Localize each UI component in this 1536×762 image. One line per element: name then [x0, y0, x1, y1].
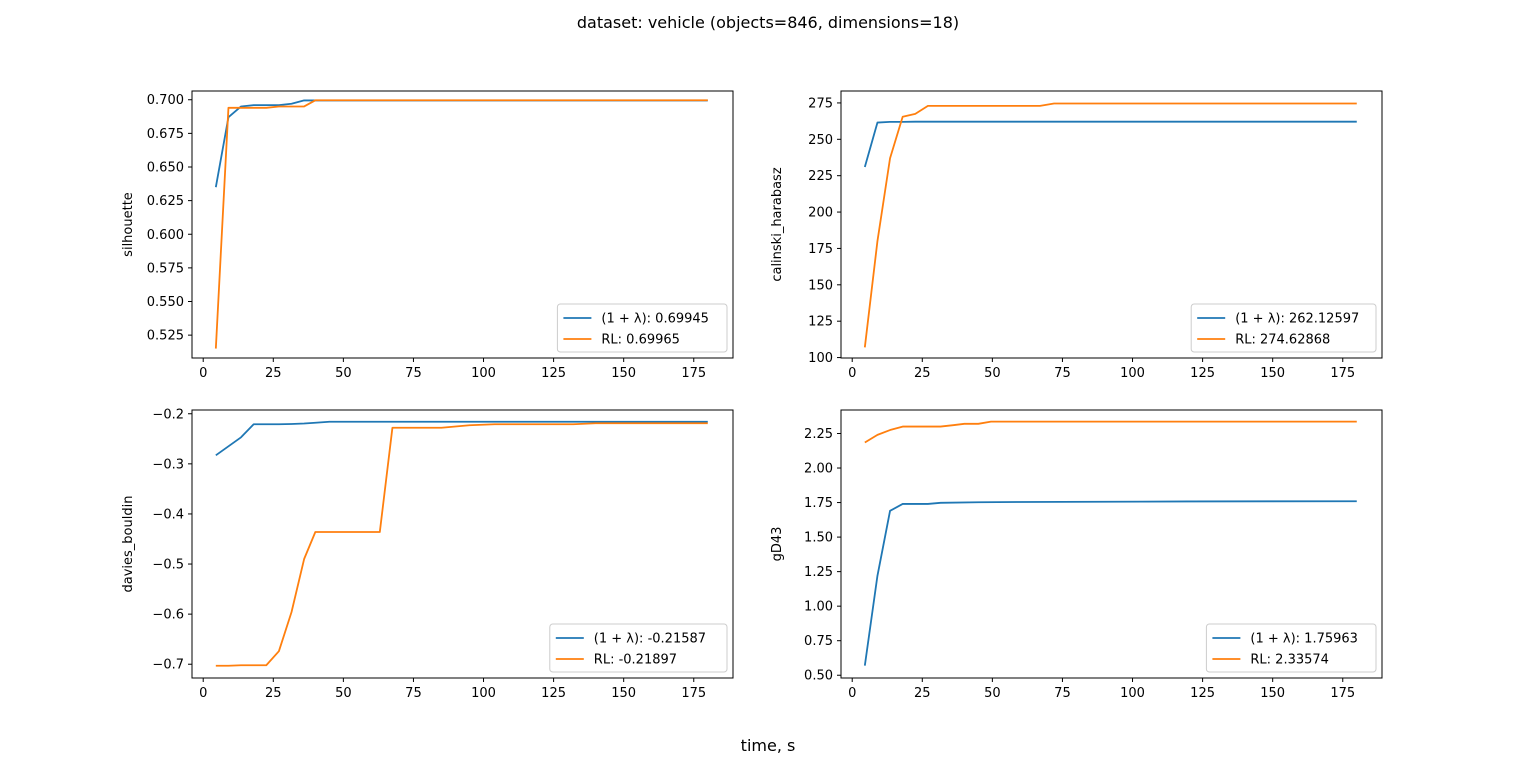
y-tick-label: 0.50 [804, 669, 833, 684]
legend-box [1190, 303, 1377, 353]
y-tick-label: 2.25 [804, 427, 833, 442]
axes-frame [840, 90, 1383, 359]
y-axis-label: davies_bouldin [121, 496, 136, 593]
legend-label: (1 + λ): -0.21587 [594, 632, 706, 647]
x-tick-label: 150 [1260, 686, 1285, 701]
y-tick-label: −0.3 [152, 457, 184, 472]
figure-title: dataset: vehicle (objects=846, dimension… [577, 13, 959, 32]
series-line-rl [215, 422, 708, 667]
y-tick-label: 0.625 [147, 194, 184, 209]
y-tick-label: 1.25 [804, 565, 833, 580]
x-tick-label: 0 [848, 686, 856, 701]
series-line-rl [214, 99, 708, 349]
y-tick-label: 0.575 [147, 261, 184, 276]
x-tick-label: 150 [1260, 366, 1285, 381]
y-tick-label: 225 [808, 169, 833, 184]
y-tick-label: 2.00 [804, 462, 833, 477]
figure-x-label: time, s [741, 736, 796, 755]
y-tick-label: 275 [808, 96, 833, 111]
x-tick-label: 175 [681, 366, 706, 381]
subplot-gd43: 0 25 50 75 100 125 150 175 0.50 0.75 1.00 1.25 1.50 1… [770, 409, 1383, 701]
x-tick-label: 50 [984, 686, 1001, 701]
series-line-rl [863, 102, 1357, 348]
x-tick-label: 50 [984, 366, 1001, 381]
axes-frame [191, 90, 734, 359]
x-tick-label: 25 [914, 686, 931, 701]
x-tick-label: 75 [1054, 366, 1071, 381]
x-tick-label: 125 [541, 366, 566, 381]
y-tick-label: 1.50 [804, 531, 833, 546]
y-tick-label: 200 [808, 206, 833, 221]
series-line-one-plus-lambda [215, 420, 708, 457]
x-tick-label: 75 [405, 686, 422, 701]
x-tick-label: 100 [1120, 366, 1145, 381]
y-tick-label: 175 [808, 242, 833, 257]
x-tick-label: 100 [1120, 686, 1145, 701]
x-tick-label: 0 [199, 366, 207, 381]
legend-label: RL: 0.69965 [601, 333, 680, 348]
x-tick-label: 175 [681, 686, 706, 701]
legend-label: RL: 274.62868 [1235, 333, 1330, 348]
y-tick-label: −0.7 [152, 658, 184, 673]
y-tick-label: −0.4 [152, 507, 184, 522]
x-tick-label: 25 [265, 366, 282, 381]
series-line-one-plus-lambda [863, 500, 1357, 666]
legend-label: (1 + λ): 1.75963 [1250, 632, 1358, 647]
x-tick-label: 100 [471, 366, 496, 381]
y-tick-label: 1.75 [804, 496, 833, 511]
y-axis-label: calinski_harabasz [770, 167, 785, 281]
y-axis-label: gD43 [770, 527, 785, 562]
x-tick-label: 150 [611, 686, 636, 701]
y-tick-label: 0.75 [804, 634, 833, 649]
legend-box [549, 623, 728, 673]
x-tick-label: 175 [1330, 686, 1355, 701]
x-tick-label: 25 [914, 366, 931, 381]
series-line-one-plus-lambda [214, 99, 708, 188]
y-tick-label: 0.525 [147, 329, 184, 344]
subplot-calinski-harabasz: 0 25 50 75 100 125 150 175 100 125 150 175 200 225 250… [770, 90, 1383, 381]
legend-label: RL: 2.33574 [1250, 653, 1329, 668]
subplot-davies-bouldin: 0 25 50 75 100 125 150 175 −0.7 −0.6 −0.5 −0.4 −0.3 −… [121, 407, 734, 701]
y-tick-label: 0.650 [147, 160, 184, 175]
legend-box [1205, 623, 1377, 673]
x-tick-label: 75 [1054, 686, 1071, 701]
y-tick-label: 125 [808, 315, 833, 330]
legend-label: (1 + λ): 0.69945 [601, 312, 709, 327]
x-tick-label: 125 [1190, 686, 1215, 701]
x-tick-label: 175 [1330, 366, 1355, 381]
x-tick-label: 0 [848, 366, 856, 381]
legend-label: (1 + λ): 262.12597 [1235, 312, 1359, 327]
y-tick-label: 100 [808, 351, 833, 366]
y-tick-label: −0.6 [152, 608, 184, 623]
series-line-rl [864, 420, 1357, 444]
legend-box [556, 303, 728, 353]
y-tick-label: 1.00 [804, 600, 833, 615]
x-tick-label: 75 [405, 366, 422, 381]
x-tick-label: 150 [611, 366, 636, 381]
legend-label: RL: -0.21897 [594, 653, 677, 668]
x-tick-label: 125 [541, 686, 566, 701]
series-line-one-plus-lambda [863, 120, 1357, 168]
y-tick-label: −0.2 [152, 407, 184, 422]
axes-frame [840, 409, 1383, 679]
axes-frame [191, 409, 734, 679]
subplot-silhouette: 0 25 50 75 100 125 150 175 0.525 0.550 0.575 0.600 0… [121, 90, 734, 381]
y-tick-label: 0.700 [147, 93, 184, 108]
x-tick-label: 25 [265, 686, 282, 701]
x-tick-label: 100 [471, 686, 496, 701]
y-tick-label: 0.675 [147, 127, 184, 142]
x-tick-label: 50 [335, 366, 352, 381]
x-tick-label: 125 [1190, 366, 1215, 381]
y-tick-label: −0.5 [152, 558, 184, 573]
y-axis-label: silhouette [121, 192, 136, 257]
y-tick-label: 150 [808, 278, 833, 293]
y-tick-label: 0.600 [147, 228, 184, 243]
x-tick-label: 0 [199, 686, 207, 701]
y-tick-label: 0.550 [147, 295, 184, 310]
y-tick-label: 250 [808, 133, 833, 148]
x-tick-label: 50 [335, 686, 352, 701]
